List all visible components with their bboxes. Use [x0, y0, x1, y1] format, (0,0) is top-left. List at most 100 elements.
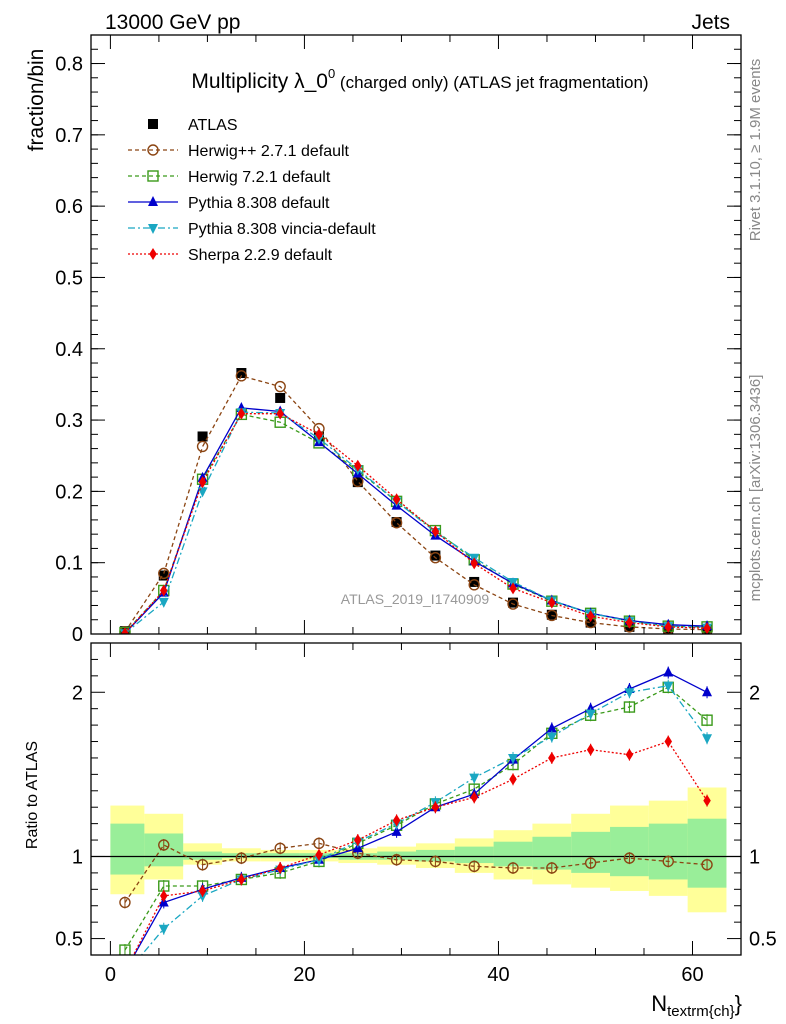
ratio-y-axis-label: Ratio to ATLAS: [24, 741, 41, 849]
x-tick-label: 20: [293, 964, 315, 986]
ratio-y-tick-label: 0.5: [55, 929, 83, 951]
series-point: [237, 873, 246, 886]
series-point: [586, 610, 595, 623]
series-point: [158, 924, 169, 935]
legend-item: ATLAS: [148, 117, 238, 134]
data-point: [585, 617, 596, 628]
y-tick-label: 0.2: [55, 481, 83, 503]
side-label-top: Rivet 3.1.10, ≥ 1.9M events: [747, 59, 764, 242]
header-left: 13000 GeV pp: [105, 11, 240, 34]
series-point: [119, 896, 131, 909]
legend-item: Pythia 8.308 default: [128, 195, 330, 212]
legend-marker: [148, 119, 158, 129]
ratio-y-tick-label: 1: [72, 846, 83, 868]
legend-label: ATLAS: [188, 117, 238, 134]
series-point: [584, 857, 597, 869]
x-tick-label: 0: [105, 964, 116, 986]
series-point: [158, 597, 169, 608]
series-line: [140, 684, 708, 955]
series-point: [664, 735, 672, 748]
y-tick-label: 0.3: [55, 410, 83, 432]
ratio-y-tick-label: 2: [72, 682, 83, 704]
side-label-bottom: mcplots.cern.ch [arXiv:1306.3436]: [747, 375, 764, 602]
series-point: [585, 709, 596, 720]
data-point: [236, 368, 247, 379]
series-point: [702, 734, 713, 745]
watermark: ATLAS_2019_I1740909: [341, 591, 490, 607]
uncertainty-band-inner: [610, 826, 649, 877]
series-point: [624, 688, 635, 699]
series-point: [586, 743, 595, 756]
data-point: [275, 392, 286, 403]
series-point: [392, 493, 401, 506]
legend-marker: [149, 248, 157, 260]
y-tick-label: 0.4: [55, 339, 83, 361]
series-point: [431, 525, 440, 538]
series-point: [469, 773, 480, 784]
series-point: [391, 825, 402, 836]
series-point: [623, 852, 636, 864]
series-line: [132, 740, 708, 955]
y-tick-label: 0.6: [55, 196, 83, 218]
data-point: [197, 431, 208, 442]
series-point: [509, 582, 517, 595]
data-point: [508, 597, 519, 608]
series-point: [664, 620, 672, 633]
series-point: [276, 861, 284, 874]
series-point: [546, 609, 558, 622]
uncertainty-band-inner: [687, 818, 727, 888]
uncertainty-band-inner: [454, 846, 494, 864]
series-point: [546, 722, 557, 733]
series-point: [508, 753, 519, 764]
header-right: Jets: [691, 11, 730, 34]
plot-title-sup: 0: [328, 66, 335, 81]
series-point: [160, 584, 168, 597]
series-point: [546, 862, 558, 874]
series-point: [158, 567, 170, 580]
series-point: [509, 773, 517, 786]
series-point: [196, 858, 209, 871]
data-point: [430, 550, 441, 561]
series-line: [133, 671, 708, 955]
series-point: [120, 965, 130, 975]
series-point: [315, 428, 323, 441]
plot-title: Multiplicity λ_00 (charged only) (ATLAS …: [191, 66, 648, 93]
ratio-plot-area: 0.5 0.51 12 20 20 40 60: [55, 642, 777, 986]
legend-marker: [148, 196, 158, 206]
series-point: [354, 459, 362, 472]
plot-title-main: Multiplicity λ_0: [191, 70, 328, 93]
series-point: [663, 666, 674, 677]
ratio-y-tick-label: 0.5: [749, 929, 777, 951]
data-point: [158, 570, 169, 581]
legend-marker: [148, 224, 158, 234]
legend-label: Herwig++ 2.7.1 default: [188, 143, 350, 160]
legend-marker: [147, 144, 159, 156]
x-axis-label-sub: textrm{ch}: [667, 1003, 735, 1020]
series-point: [507, 862, 519, 874]
series-point: [625, 748, 634, 761]
y-tick-label: 0.1: [55, 553, 83, 575]
legend-item: Herwig 7.2.1 default: [128, 169, 331, 186]
series-point: [431, 801, 440, 814]
series-point: [196, 440, 209, 453]
legend-label: Pythia 8.308 vincia-default: [188, 221, 376, 238]
series-point: [546, 732, 557, 743]
ratio-y-tick-label: 1: [749, 846, 760, 868]
series-point: [158, 839, 170, 851]
series-point: [235, 852, 248, 864]
series-point: [235, 370, 248, 382]
y-tick-label: 0: [72, 624, 83, 646]
series-point: [237, 407, 246, 420]
series-line: [124, 375, 708, 633]
series-point: [663, 681, 674, 692]
legend-item: Herwig++ 2.7.1 default: [128, 143, 350, 160]
x-axis-label: Ntextrm{ch}}: [651, 991, 742, 1020]
plot-title-rest: (charged only) (ATLAS jet fragmentation): [335, 73, 648, 92]
series-point: [429, 855, 442, 868]
series-point: [197, 487, 208, 498]
data-point: [469, 576, 480, 587]
series-point: [313, 837, 325, 850]
series-point: [198, 476, 207, 489]
series-point: [548, 596, 556, 609]
series-point: [390, 854, 403, 866]
